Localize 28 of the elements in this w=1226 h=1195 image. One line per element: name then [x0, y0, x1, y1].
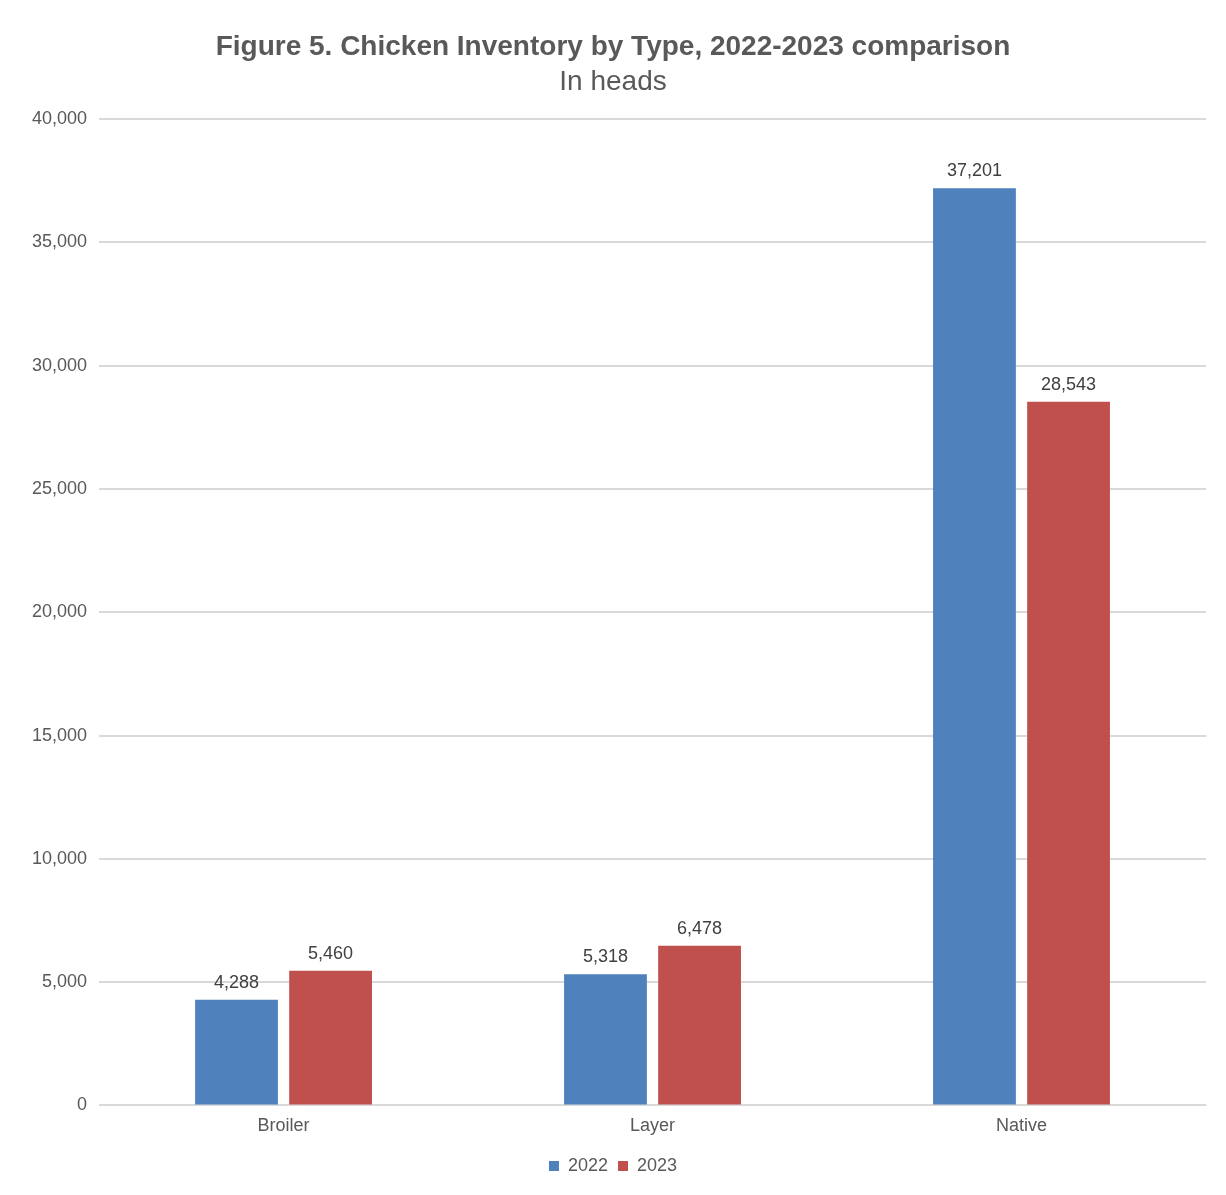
chart-subtitle: In heads [559, 65, 667, 97]
data-label: 28,543 [1041, 373, 1097, 394]
x-tick-label: Layer [630, 1115, 676, 1136]
x-tick-label: Broiler [257, 1115, 310, 1136]
legend-label: 2023 [637, 1154, 678, 1175]
y-tick-label: 10,000 [31, 847, 88, 868]
bar [1027, 401, 1110, 1105]
data-label: 37,201 [946, 160, 1002, 181]
y-tick-label: 40,000 [31, 108, 88, 129]
y-tick-label: 15,000 [31, 724, 88, 745]
y-tick-label: 0 [77, 1094, 88, 1115]
bar [289, 970, 372, 1105]
y-tick-label: 20,000 [31, 601, 88, 622]
bar [658, 945, 741, 1105]
y-tick-label: 35,000 [31, 231, 88, 252]
chart-title: Figure 5. Chicken Inventory by Type, 2022-2023 comparison [215, 29, 1011, 61]
data-label: 5,460 [308, 942, 354, 963]
bar [564, 974, 647, 1105]
x-tick-label: Native [995, 1115, 1048, 1136]
y-tick-label: 5,000 [42, 971, 88, 992]
legend-label: 2022 [567, 1154, 608, 1175]
y-tick-label: 25,000 [31, 477, 88, 498]
data-label: 6,478 [677, 917, 723, 938]
bar [195, 999, 278, 1105]
data-label: 4,288 [213, 971, 260, 992]
data-label: 5,318 [582, 946, 629, 967]
bar [933, 188, 1016, 1105]
y-tick-label: 30,000 [31, 354, 88, 375]
